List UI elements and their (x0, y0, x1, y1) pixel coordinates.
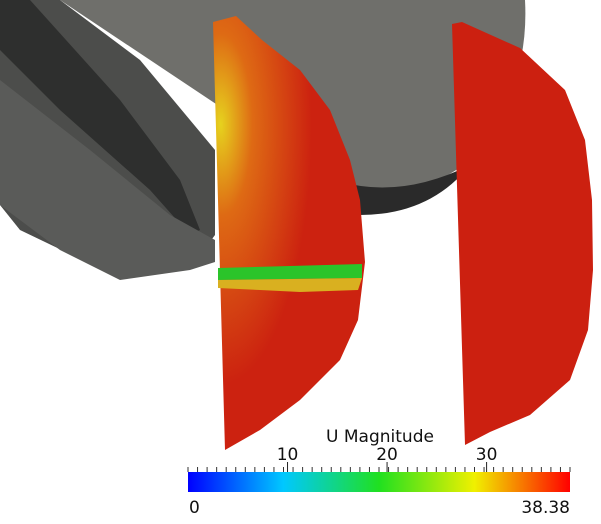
color-legend: U Magnitude 0 38.38 10 20 30 (188, 427, 570, 518)
legend-title: U Magnitude (326, 427, 434, 447)
page: U Magnitude 0 38.38 102030 (() => { cons… (0, 0, 601, 520)
range-min-label: 0 (189, 498, 200, 518)
color-bar (188, 472, 570, 492)
scene: U Magnitude 0 38.38 10 20 30 (0, 0, 601, 520)
tick-label: 30 (476, 445, 498, 465)
range-max-label: 38.38 (521, 498, 570, 518)
tick-label: 20 (376, 445, 398, 465)
tick-label: 10 (277, 445, 299, 465)
